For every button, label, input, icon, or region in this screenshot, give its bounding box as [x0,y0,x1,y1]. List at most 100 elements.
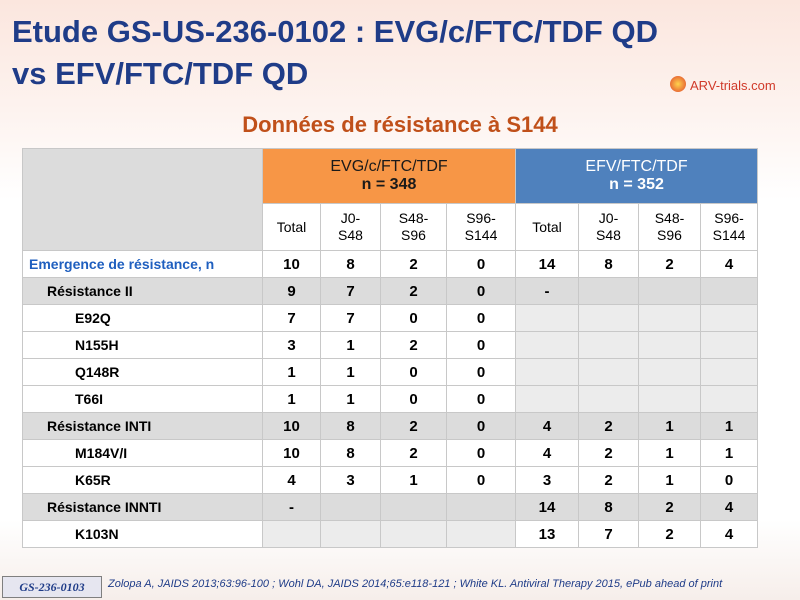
table-row: K103N 13 7 2 4 [22,520,759,548]
table-cell: 2 [638,250,702,278]
table-cell [700,385,759,413]
column-header: S48- S96 [380,203,447,251]
table-cell: 8 [320,439,381,467]
title: Etude GS-US-236-0102 : EVG/c/FTC/TDF QD [12,14,658,49]
table-cell: 8 [578,250,640,278]
table-cell: 10 [262,412,321,440]
table-cell: 7 [262,304,321,332]
table-cell: 4 [262,466,321,494]
table-cell [700,277,759,305]
table-row: K65R 4 3 1 0 3 2 1 0 [22,466,759,494]
table-cell: 2 [380,412,447,440]
column-header: S96- S144 [700,203,759,251]
table-cell [320,493,381,521]
table-cell: 7 [578,520,640,548]
table-cell: 0 [700,466,759,494]
corner-cell [22,148,263,251]
row-label: E92Q [22,304,263,332]
table-cell: - [262,493,321,521]
table-cell [320,520,381,548]
table-cell: 8 [320,250,381,278]
table-cell: 0 [445,466,517,494]
row-label: M184V/I [22,439,263,467]
table-cell [515,358,580,386]
table-cell: 10 [262,439,321,467]
table-cell: 1 [320,331,381,359]
table-row: Résistance II 9 7 2 0- [22,277,759,305]
group-n: n = 348 [361,176,417,193]
table-cell [380,493,447,521]
table-cell: 4 [700,520,759,548]
table-cell: 4 [515,439,580,467]
table-cell [578,331,640,359]
row-label: K65R [22,466,263,494]
row-label: Q148R [22,358,263,386]
table-row: T66I 1 1 0 0 [22,385,759,413]
table-cell: 0 [445,385,517,413]
subheader-row: Total J0- S48 S48- S96 S96- S144 Total J0- S4… [23,203,759,251]
table-cell: 1 [262,385,321,413]
table-cell: 0 [445,358,517,386]
row-label: K103N [22,520,263,548]
subtitle: Données de résistance à S144 [242,112,558,137]
title: vs EFV/FTC/TDF QD [12,56,309,91]
table-cell: 2 [638,493,702,521]
logo: ARV-trials.com [690,78,776,93]
table-cell: 8 [578,493,640,521]
table-cell: 1 [700,439,759,467]
table-cell: 4 [700,493,759,521]
table-cell: - [515,277,580,305]
table-cell: 7 [320,304,381,332]
table-cell: 0 [445,331,517,359]
table-cell: 2 [578,412,640,440]
column-header: Total [262,203,321,251]
table-cell [578,385,640,413]
table-cell [515,331,580,359]
table-cell [638,277,702,305]
table-cell: 4 [515,412,580,440]
table-cell [578,304,640,332]
table-cell [515,385,580,413]
table-cell: 0 [380,385,447,413]
table-row: Résistance INTI 10 8 2 0 4 2 1 1 [22,412,759,440]
table-cell [515,304,580,332]
table-cell: 10 [262,250,321,278]
table-cell: 1 [638,412,702,440]
table-cell: 0 [445,439,517,467]
group-name: EVG/c/FTC/TDF [330,158,448,175]
table-cell: 1 [262,358,321,386]
table-cell: 3 [262,331,321,359]
table-cell [578,358,640,386]
row-label: Résistance INTI [22,412,263,440]
table-cell [578,277,640,305]
table-cell: 2 [380,331,447,359]
column-header: J0- S48 [320,203,381,251]
table-cell [638,304,702,332]
table-cell [638,331,702,359]
table-cell: 0 [445,277,517,305]
table-row: N155H 3 1 2 0 [22,331,759,359]
table-cell: 4 [700,250,759,278]
table-cell [638,358,702,386]
table-cell: 1 [700,412,759,440]
table-cell [700,358,759,386]
column-header: J0- S48 [578,203,640,251]
table-cell [445,520,517,548]
row-label: N155H [22,331,263,359]
study-badge: GS-236-0103 [2,576,102,598]
table-cell: 0 [380,304,447,332]
table-cell: 1 [320,358,381,386]
table-row: E92Q 7 7 0 0 [22,304,759,332]
column-header: S96- S144 [445,203,517,251]
group-header: EFV/FTC/TDF n = 352 [515,148,759,204]
table-cell: 8 [320,412,381,440]
group-n: n = 352 [609,176,664,193]
table-cell: 0 [445,412,517,440]
table-row: Emergence de résistance, n 10 8 2 0 14 8 2 4 [22,250,759,278]
column-header: S48- S96 [638,203,702,251]
row-label: Résistance INNTI [22,493,263,521]
table-cell: 7 [320,277,381,305]
table-cell [700,304,759,332]
table-cell: 3 [320,466,381,494]
